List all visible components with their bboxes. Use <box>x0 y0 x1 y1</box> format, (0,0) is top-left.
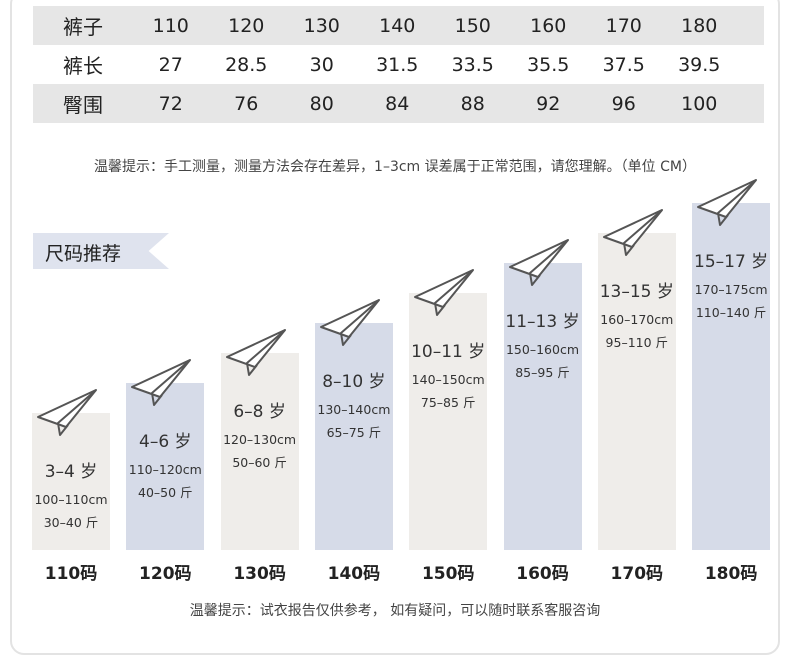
table-cell: 76 <box>234 92 259 115</box>
size-label: 130码 <box>233 564 286 584</box>
table-cell: 80 <box>309 92 334 115</box>
weight-range: 65–75 斤 <box>326 425 382 440</box>
contact-tip: 温馨提示：试衣报告仅供参考， 如有疑问，可以随时联系客服咨询 <box>189 603 601 619</box>
size-table: 裤子 110 120 130 140 150 160 170 180 裤长 27… <box>33 6 764 123</box>
weight-range: 95–110 斤 <box>605 335 669 350</box>
table-row: 臀围 72 76 80 84 88 92 96 100 <box>33 84 764 123</box>
size-bar <box>409 293 488 550</box>
table-cell: 84 <box>385 92 410 115</box>
size-bar <box>126 383 205 550</box>
paper-plane-icon <box>602 207 664 257</box>
height-range: 130–140cm <box>317 402 391 417</box>
size-label: 120码 <box>139 564 192 584</box>
table-cell: 35.5 <box>527 53 570 76</box>
paper-plane-icon <box>225 327 287 377</box>
age-range: 4–6 岁 <box>139 432 192 452</box>
recommend-tag: 尺码推荐 <box>33 233 169 269</box>
row-header: 裤子 <box>63 15 103 39</box>
table-cell: 96 <box>611 92 636 115</box>
recommend-title: 尺码推荐 <box>45 243 122 265</box>
age-range: 15–17 岁 <box>694 252 769 272</box>
height-range: 110–120cm <box>128 462 202 477</box>
table-cell: 140 <box>379 14 416 37</box>
table-cell: 37.5 <box>602 53 645 76</box>
paper-plane-icon <box>36 387 98 437</box>
age-range: 13–15 岁 <box>599 282 674 302</box>
size-bar <box>597 233 676 550</box>
table-cell: 100 <box>681 92 718 115</box>
size-label: 140码 <box>327 564 381 584</box>
table-cell: 27 <box>158 53 183 76</box>
table-cell: 120 <box>228 14 265 37</box>
size-label: 150码 <box>421 564 475 584</box>
size-bar <box>220 353 299 550</box>
paper-plane-icon <box>130 357 192 407</box>
table-cell: 72 <box>158 92 183 115</box>
card-frame <box>10 0 780 655</box>
table-cell: 180 <box>681 14 718 37</box>
row-header: 臀围 <box>63 93 103 117</box>
table-cell: 130 <box>303 14 340 37</box>
height-range: 160–170cm <box>600 312 674 327</box>
paper-plane-icon <box>508 237 570 287</box>
paper-plane-icon <box>319 297 381 347</box>
table-cell: 170 <box>605 14 642 37</box>
paper-plane-icon <box>413 267 475 317</box>
table-cell: 28.5 <box>225 53 268 76</box>
measurement-tip: 温馨提示：手工测量，测量方法会存在差异，1–3cm 误差属于正常范围，请您理解。… <box>94 159 696 175</box>
size-bar <box>692 203 771 550</box>
table-cell: 92 <box>536 92 561 115</box>
table-row: 裤长 27 28.5 30 31.5 33.5 35.5 37.5 39.5 <box>33 45 764 84</box>
size-label: 180码 <box>704 564 758 584</box>
size-bar <box>32 413 110 550</box>
row-header: 裤长 <box>63 54 103 78</box>
weight-range: 40–50 斤 <box>138 485 193 500</box>
age-range: 3–4 岁 <box>44 462 98 482</box>
paper-plane-icon <box>696 177 758 227</box>
size-label: 110码 <box>44 564 98 584</box>
weight-range: 50–60 斤 <box>232 455 287 470</box>
table-cell: 33.5 <box>451 53 494 76</box>
height-range: 140–150cm <box>411 372 485 387</box>
age-range: 11–13 岁 <box>505 312 580 332</box>
size-bar <box>503 263 582 550</box>
weight-range: 30–40 斤 <box>43 515 99 530</box>
size-label: 160码 <box>516 564 569 584</box>
table-cell: 110 <box>152 14 189 37</box>
height-range: 100–110cm <box>34 492 108 507</box>
table-cell: 150 <box>454 14 491 37</box>
table-cell: 88 <box>460 92 485 115</box>
age-range: 6–8 岁 <box>233 402 286 422</box>
size-label: 170码 <box>610 564 664 584</box>
age-range: 10–11 岁 <box>411 342 486 362</box>
age-range: 8–10 岁 <box>322 372 386 392</box>
weight-range: 85–95 斤 <box>515 365 570 380</box>
weight-range: 75–85 斤 <box>420 395 476 410</box>
table-cell: 160 <box>530 14 567 37</box>
size-bar <box>314 323 393 550</box>
height-range: 150–160cm <box>505 342 580 357</box>
table-cell: 31.5 <box>376 53 419 76</box>
height-range: 170–175cm <box>694 282 768 297</box>
table-cell: 30 <box>309 53 334 76</box>
table-cell: 39.5 <box>678 53 721 76</box>
weight-range: 110–140 斤 <box>695 305 767 320</box>
height-range: 120–130cm <box>223 432 297 447</box>
table-row: 裤子 110 120 130 140 150 160 170 180 <box>33 6 764 45</box>
